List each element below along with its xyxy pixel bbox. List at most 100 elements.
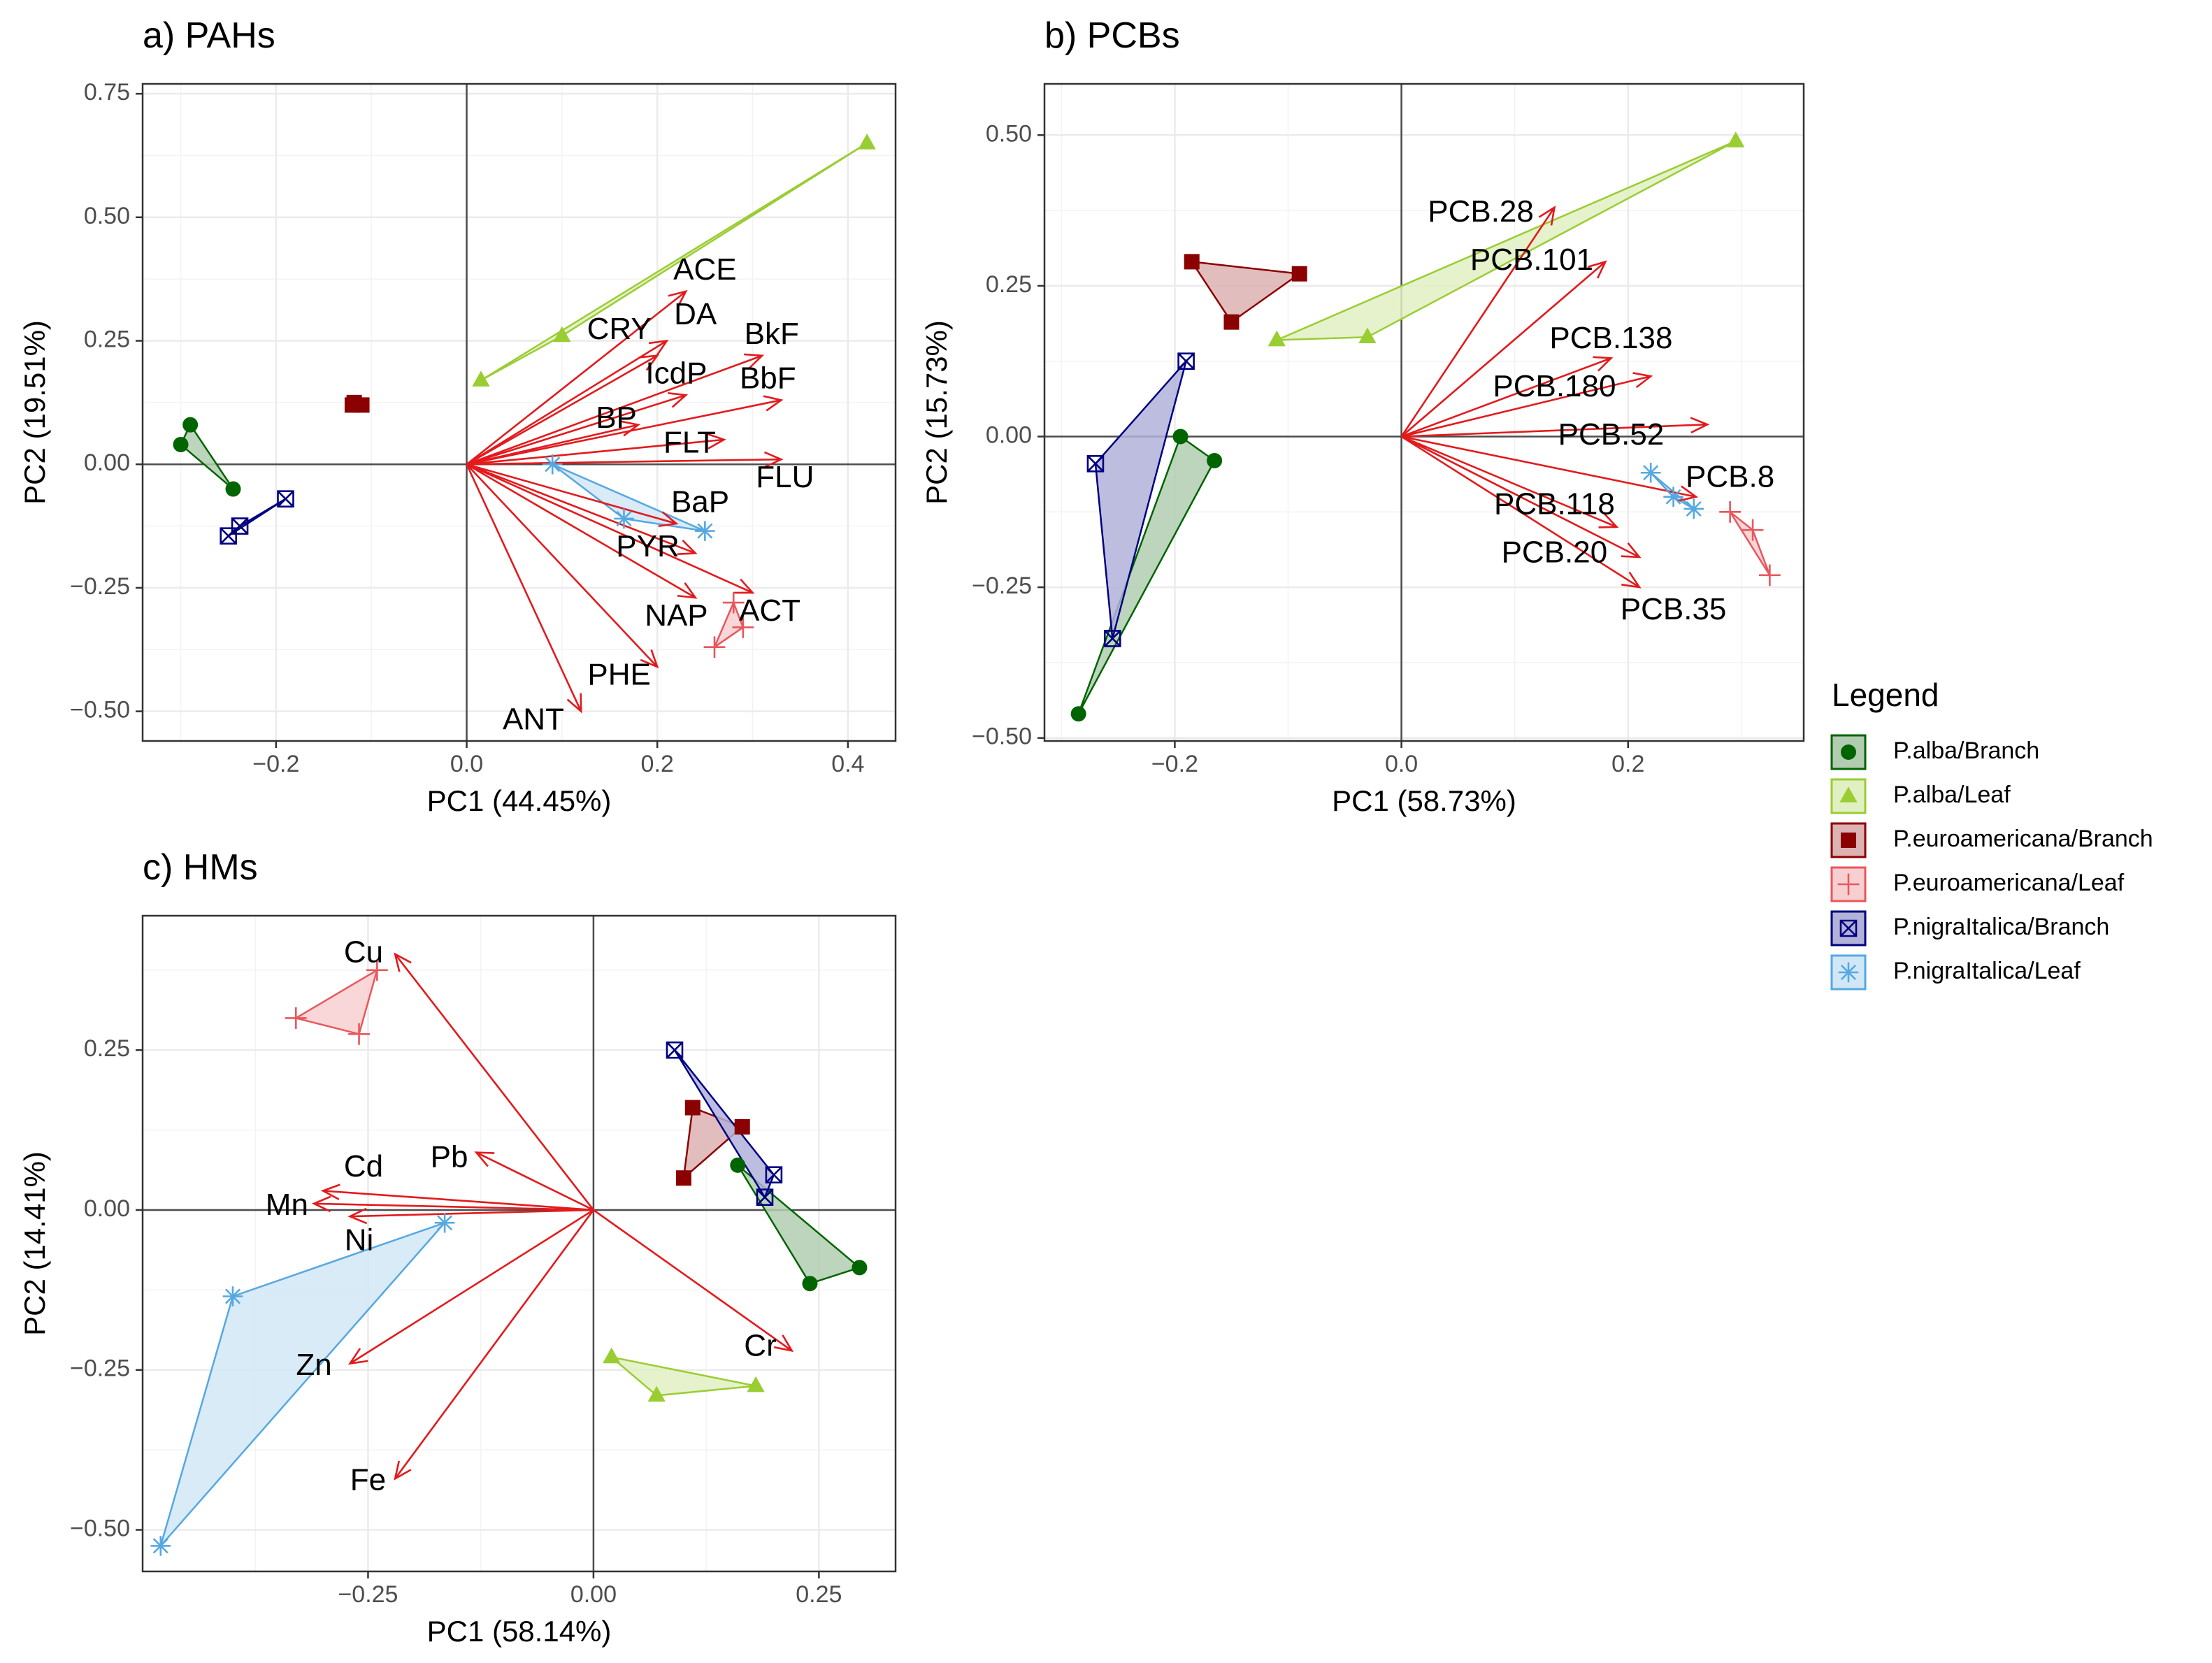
- point-p-nigraitalica-branch: [277, 490, 294, 507]
- x-axis-title: PC1 (58.14%): [427, 1615, 612, 1648]
- loading-label-bp: BP: [596, 401, 637, 435]
- group-hulls: [180, 142, 868, 648]
- x-tick-label: 0.2: [641, 751, 674, 777]
- loading-arrow-ant: [466, 463, 582, 714]
- point-p-nigraitalica-leaf: [1640, 462, 1661, 483]
- y-tick-label: −0.25: [70, 573, 130, 600]
- legend-marker-p-euroamericana-leaf: [1837, 873, 1860, 895]
- x-tick-label: −0.2: [252, 751, 299, 777]
- y-tick-label: 0.75: [84, 79, 130, 106]
- point-p-euroamericana-leaf: [348, 1023, 370, 1045]
- loading-arrows: [1400, 206, 1710, 589]
- hull-p-euroamericana-leaf: [295, 969, 378, 1035]
- hull-p-nigraitalica-leaf: [159, 1222, 446, 1547]
- point-p-nigraitalica-leaf: [434, 1212, 455, 1233]
- point-p-nigraitalica-leaf: [695, 521, 715, 541]
- y-tick-label: −0.25: [972, 573, 1032, 599]
- loading-label-bbf: BbF: [740, 361, 796, 396]
- point-p-euroamericana-leaf: [732, 617, 754, 638]
- hull-p-alba-leaf: [480, 142, 868, 382]
- point-p-alba-branch: [1070, 706, 1086, 722]
- hull-p-nigraitalica-leaf: [1649, 471, 1695, 510]
- point-p-euroamericana-leaf: [1719, 501, 1741, 523]
- y-tick-label: −0.50: [972, 723, 1032, 750]
- sample-points: [173, 134, 876, 658]
- loading-label-ni: Ni: [345, 1223, 374, 1257]
- legend-label: P.alba/Branch: [1893, 737, 2039, 764]
- point-p-euroamericana-leaf: [703, 636, 726, 658]
- loading-arrow-zn: [347, 1209, 594, 1365]
- legend-marker-p-euroamericana-branch: [1841, 833, 1856, 848]
- loading-arrow-phe: [466, 463, 659, 669]
- loading-label-cd: Cd: [344, 1149, 383, 1183]
- loading-label-pb: Pb: [431, 1139, 468, 1174]
- axes: −0.25 0.00 0.25 −0.50 −0.25 0.00 0.25: [70, 1035, 842, 1608]
- y-tick-label: 0.50: [84, 203, 130, 229]
- loading-label-flt: FLT: [663, 426, 716, 460]
- legend-label: P.alba/Leaf: [1893, 782, 2011, 808]
- loading-label-pcb-118: PCB.118: [1494, 487, 1615, 521]
- loading-arrow-cu: [394, 952, 594, 1211]
- loading-label-bkf: BkF: [745, 317, 799, 351]
- loading-arrow-bap: [466, 463, 679, 528]
- loading-label-cry: CRY: [587, 312, 652, 346]
- point-p-alba-leaf: [747, 1376, 765, 1392]
- loading-label-pcb-180: PCB.180: [1493, 369, 1616, 403]
- point-p-nigraitalica-branch: [666, 1041, 684, 1059]
- loading-arrow-nap: [466, 463, 698, 599]
- loading-arrow-da: [466, 339, 669, 466]
- point-p-alba-leaf: [858, 134, 876, 150]
- legend-label: P.nigraItalica/Branch: [1893, 914, 2109, 940]
- loading-label-pcb-8: PCB.8: [1686, 459, 1774, 494]
- loading-arrow-flu: [466, 451, 784, 468]
- loading-arrow-pcb-35: [1400, 435, 1642, 589]
- y-tick-label: 0.50: [986, 120, 1032, 147]
- point-p-alba-branch: [730, 1157, 746, 1173]
- loading-label-cr: Cr: [744, 1328, 776, 1362]
- point-p-nigraitalica-leaf: [150, 1536, 171, 1556]
- legend-marker-p-nigraitalica-branch: [1839, 919, 1858, 937]
- loading-label-pcb-101: PCB.101: [1470, 243, 1593, 277]
- loading-arrow-cr: [593, 1209, 794, 1353]
- point-p-nigraitalica-branch: [231, 517, 249, 535]
- loading-arrow-bbf: [466, 395, 784, 466]
- y-tick-label: 0.00: [84, 449, 130, 476]
- loading-arrow-flt: [466, 433, 726, 466]
- legend-title: Legend: [1832, 677, 1939, 713]
- panel-title: c) HMs: [143, 847, 258, 888]
- point-p-nigraitalica-leaf: [542, 454, 563, 475]
- x-axis-title: PC1 (44.45%): [427, 784, 612, 817]
- loading-arrow-pcb-101: [1400, 260, 1607, 438]
- plot-frame: [141, 82, 897, 742]
- loading-arrow-cry: [466, 354, 659, 466]
- loading-label-zn: Zn: [296, 1348, 331, 1382]
- point-p-alba-branch: [802, 1276, 818, 1292]
- loading-label-icdp: IcdP: [645, 357, 707, 391]
- point-p-alba-branch: [173, 436, 189, 452]
- axes: −0.2 0.0 0.2 0.4 −0.50 −0.25 0.00 0.25 0.50 0.75: [70, 79, 864, 777]
- point-p-nigraitalica-branch: [1103, 630, 1121, 647]
- hull-p-nigraitalica-branch: [1094, 360, 1187, 640]
- loading-label-pcb-28: PCB.28: [1428, 194, 1534, 229]
- point-p-alba-leaf: [472, 370, 490, 387]
- loading-label-fe: Fe: [350, 1463, 386, 1497]
- point-p-nigraitalica-branch: [220, 527, 237, 545]
- point-p-alba-leaf: [1727, 131, 1745, 147]
- loading-arrow-pcb-118: [1401, 435, 1619, 528]
- point-p-euroamericana-branch: [1291, 266, 1307, 282]
- point-p-alba-leaf: [647, 1385, 666, 1402]
- legend-item-p-nigraitalica-branch: P.nigraItalica/Branch: [1830, 910, 2109, 946]
- loading-label-da: DA: [674, 297, 717, 331]
- loading-label-ant: ANT: [503, 702, 564, 736]
- loading-arrow-pcb-28: [1400, 206, 1556, 438]
- loading-arrow-fe: [394, 1209, 594, 1481]
- loading-arrow-pcb-138: [1401, 356, 1614, 438]
- x-axis-title: PC1 (58.73%): [1332, 784, 1516, 817]
- loading-arrow-pcb-180: [1401, 372, 1653, 438]
- x-tick-label: 0.00: [570, 1581, 617, 1608]
- legend-label: P.nigraItalica/Leaf: [1893, 958, 2081, 984]
- loading-labels: Cu Pb Cd Mn Ni Zn Fe Cr: [266, 935, 777, 1497]
- point-p-euroamericana-leaf: [285, 1007, 307, 1029]
- point-p-nigraitalica-branch: [1086, 455, 1105, 473]
